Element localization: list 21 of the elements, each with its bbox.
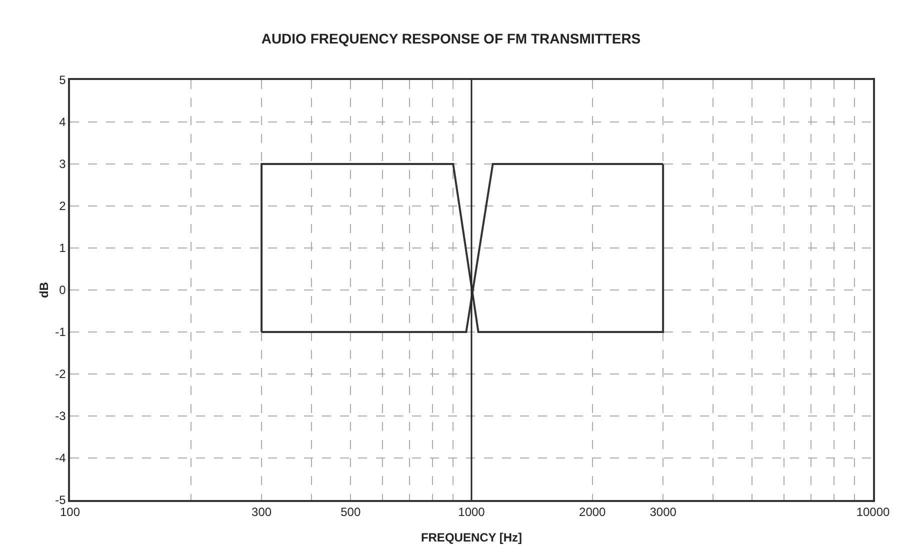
y-tick-label: 2: [59, 199, 66, 214]
x-tick-label: 3000: [650, 505, 677, 520]
y-axis-title: dB: [36, 282, 51, 298]
x-tick-label: 2000: [579, 505, 606, 520]
x-tick-label: 100: [60, 505, 80, 520]
y-tick-label: 5: [59, 73, 66, 88]
y-tick-label: -5: [55, 493, 66, 508]
y-tick-label: 1: [59, 241, 66, 256]
x-tick-label: 500: [340, 505, 361, 520]
y-tick-label: 3: [59, 157, 66, 172]
x-tick-label: 300: [252, 505, 272, 520]
x-tick-label: 10000: [856, 505, 890, 520]
y-tick-label: -2: [55, 367, 66, 382]
y-tick-label: 4: [59, 115, 66, 130]
chart-title: AUDIO FREQUENCY RESPONSE OF FM TRANSMITTERS: [261, 30, 641, 46]
y-tick-label: -1: [55, 325, 66, 340]
x-tick-label: 1000: [458, 505, 486, 520]
x-axis-title: FREQUENCY [Hz]: [420, 530, 522, 545]
y-tick-label: 0: [59, 283, 66, 298]
y-tick-label: -3: [55, 409, 66, 424]
y-tick-label: -4: [55, 451, 66, 466]
